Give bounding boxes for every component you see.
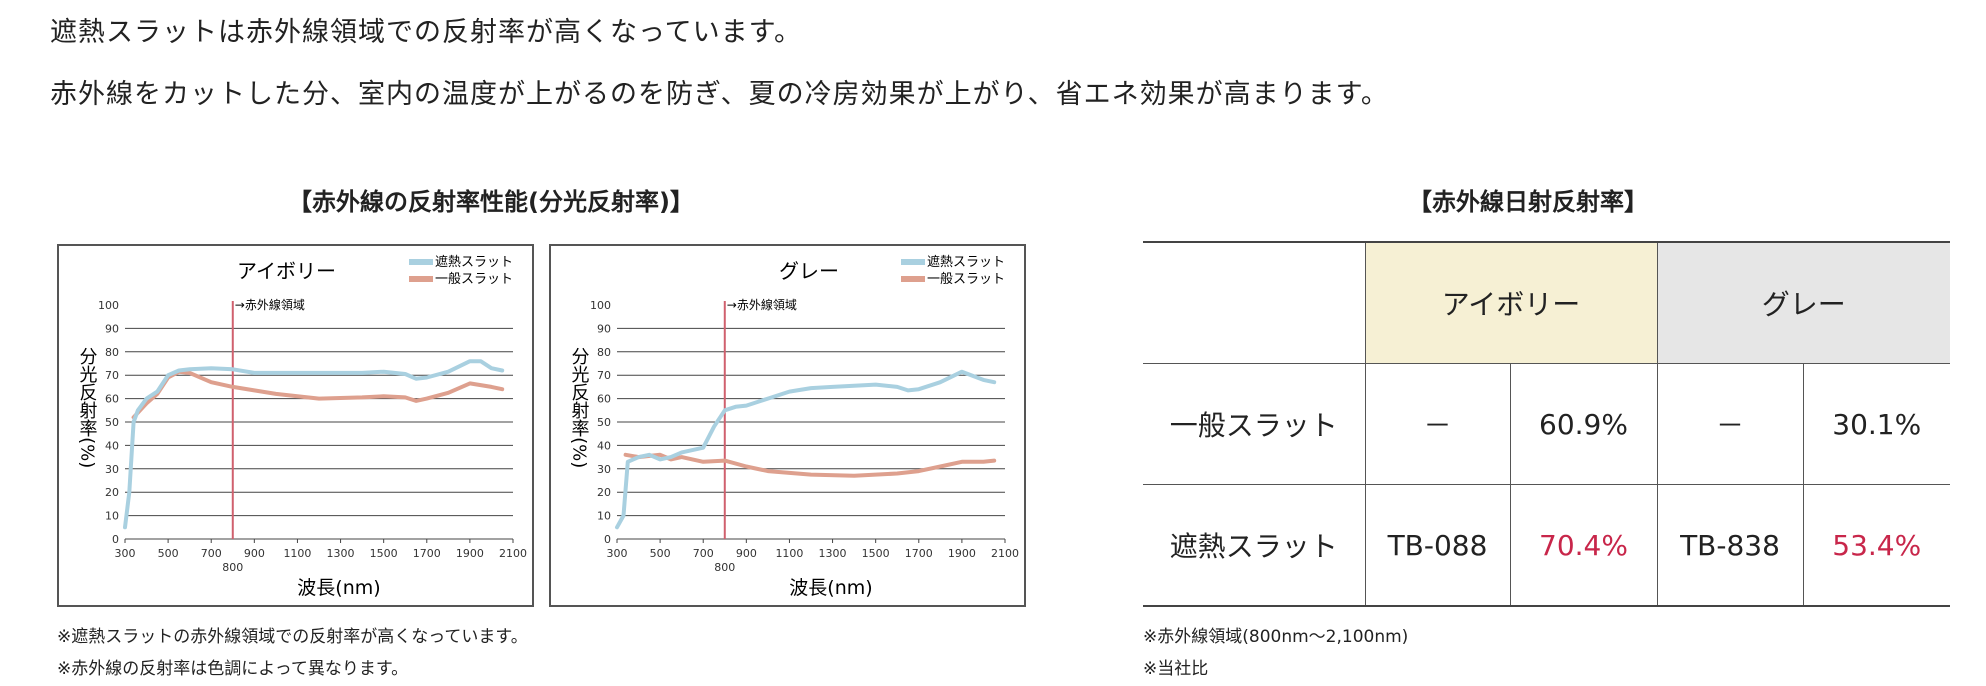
- cell: －: [1364, 363, 1511, 485]
- spectral-title: 【赤外線の反射率性能(分光反射率)】: [288, 188, 694, 216]
- x-tick-label: 900: [244, 547, 265, 560]
- solar-title: 【赤外線日射反射率】: [1408, 188, 1648, 216]
- x-tick-label: 500: [158, 547, 179, 560]
- x-tick-label: 2100: [499, 547, 527, 560]
- solar-note-2: ※当社比: [1143, 659, 1209, 679]
- x-tick-label-800: 800: [222, 561, 243, 574]
- y-tick-label: 20: [105, 486, 119, 499]
- x-tick-label: 700: [201, 547, 222, 560]
- y-tick-label: 100: [590, 299, 611, 312]
- solar-note-1: ※赤外線領域(800nm～2,100nm): [1143, 627, 1409, 647]
- intro-line-2: 赤外線をカットした分、室内の温度が上がるのを防ぎ、夏の冷房効果が上がり、省エネ効…: [50, 79, 1389, 110]
- y-tick-label: 70: [597, 369, 611, 382]
- table-corner: [1143, 241, 1366, 364]
- row-label: 遮熱スラット: [1143, 484, 1366, 607]
- infrared-region-label: →赤外線領域: [235, 297, 305, 312]
- solar-reflectance-table: アイボリー グレー 一般スラット － 60.9% － 30.1% 遮熱スラット …: [1143, 241, 1950, 607]
- x-axis-label: 波長(nm): [789, 577, 872, 599]
- cell: 60.9%: [1509, 363, 1658, 485]
- row-label: 一般スラット: [1143, 363, 1366, 485]
- cell-highlight: 70.4%: [1509, 484, 1658, 607]
- header-ivory: アイボリー: [1364, 241, 1658, 364]
- y-tick-label: 50: [105, 416, 119, 429]
- x-tick-label: 1700: [905, 547, 933, 560]
- y-tick-label: 60: [105, 393, 119, 406]
- y-tick-label: 100: [98, 299, 119, 312]
- cell: TB-838: [1656, 484, 1804, 607]
- y-tick-label: 30: [105, 463, 119, 476]
- chart-title: アイボリー: [237, 259, 336, 283]
- y-tick-label: 90: [597, 322, 611, 335]
- x-tick-label: 300: [607, 547, 628, 560]
- intro-line-1: 遮熱スラットは赤外線領域での反射率が高くなっています。: [50, 17, 802, 48]
- x-tick-label: 500: [650, 547, 671, 560]
- x-tick-label: 1900: [948, 547, 976, 560]
- x-tick-label: 1500: [370, 547, 398, 560]
- chart-gray: 0 10 20 30 40 50 60 70 80 90 100 300 500 700 900 1100 13…: [549, 244, 1026, 607]
- table-row: 一般スラット － 60.9% － 30.1%: [1143, 363, 1950, 485]
- series-line-0: [615, 369, 997, 530]
- x-tick-label: 1900: [456, 547, 484, 560]
- spectral-note-2: ※赤外線の反射率は色調によって異なります。: [57, 659, 409, 679]
- chart-title: グレー: [779, 259, 839, 283]
- x-tick-label: 700: [693, 547, 714, 560]
- cell: 30.1%: [1802, 363, 1950, 485]
- y-tick-label: 10: [105, 510, 119, 523]
- y-tick-label: 50: [597, 416, 611, 429]
- cell-highlight: 53.4%: [1802, 484, 1950, 607]
- legend-label: 遮熱スラット: [927, 254, 1005, 270]
- chart-frame: [57, 244, 534, 607]
- x-tick-label: 300: [115, 547, 136, 560]
- infrared-region-label: →赤外線領域: [727, 297, 797, 312]
- y-tick-label: 80: [105, 346, 119, 359]
- y-tick-label: 0: [112, 533, 119, 546]
- x-tick-label: 1300: [327, 547, 355, 560]
- y-tick-label: 10: [597, 510, 611, 523]
- chart-frame: [549, 244, 1026, 607]
- y-tick-label: 70: [105, 369, 119, 382]
- spectral-note-1: ※遮熱スラットの赤外線領域での反射率が高くなっています。: [57, 627, 528, 647]
- x-tick-label: 1300: [819, 547, 847, 560]
- table-row: 遮熱スラット TB-088 70.4% TB-838 53.4%: [1143, 484, 1950, 607]
- x-tick-label: 900: [736, 547, 757, 560]
- x-tick-label: 2100: [991, 547, 1019, 560]
- series-line-0: [123, 359, 505, 530]
- header-gray: グレー: [1656, 241, 1950, 364]
- chart-ivory: 0 10 20 30 40 50 60 70 80 90 100 300 500 700 900 1100 13…: [57, 244, 534, 607]
- x-tick-label: 1500: [862, 547, 890, 560]
- y-tick-label: 20: [597, 486, 611, 499]
- y-axis-label: 分光反射率(%): [77, 347, 98, 468]
- y-tick-label: 40: [597, 439, 611, 452]
- x-tick-label: 1100: [775, 547, 803, 560]
- y-tick-label: 0: [604, 533, 611, 546]
- y-tick-label: 80: [597, 346, 611, 359]
- x-tick-label: 1700: [413, 547, 441, 560]
- y-tick-label: 30: [597, 463, 611, 476]
- x-tick-label: 1100: [283, 547, 311, 560]
- y-tick-label: 40: [105, 439, 119, 452]
- x-axis-label: 波長(nm): [297, 577, 380, 599]
- legend-label: 一般スラット: [927, 271, 1005, 287]
- y-axis-label: 分光反射率(%): [569, 347, 590, 468]
- cell: TB-088: [1364, 484, 1511, 607]
- cell: －: [1656, 363, 1804, 485]
- y-tick-label: 90: [105, 322, 119, 335]
- x-tick-label-800: 800: [714, 561, 735, 574]
- table-header-row: アイボリー グレー: [1143, 241, 1950, 364]
- legend-label: 遮熱スラット: [435, 254, 513, 270]
- y-tick-label: 60: [597, 393, 611, 406]
- legend-label: 一般スラット: [435, 271, 513, 287]
